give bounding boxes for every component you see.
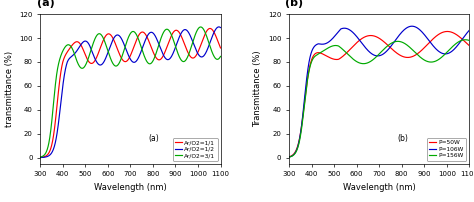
Line: Ar/O2=1/2: Ar/O2=1/2: [40, 27, 220, 158]
Ar/O2=3/1: [212, 57, 218, 59]
P=156W: [295, 145, 301, 147]
Ar/O2=1/1: [125, 59, 131, 61]
Ar/O2=1/1: [46, 150, 52, 153]
Line: P=156W: P=156W: [289, 40, 469, 157]
Text: (a): (a): [148, 134, 159, 143]
P=50W: [295, 143, 301, 145]
Ar/O2=3/1: [218, 55, 223, 58]
Text: (a): (a): [36, 0, 55, 8]
Ar/O2=1/2: [46, 154, 52, 157]
P=156W: [374, 55, 380, 58]
Ar/O2=1/2: [216, 26, 222, 28]
Ar/O2=1/1: [37, 156, 43, 159]
Ar/O2=1/2: [179, 30, 185, 33]
P=50W: [461, 40, 467, 42]
P=156W: [461, 39, 467, 41]
P=50W: [374, 36, 380, 38]
P=106W: [461, 36, 467, 38]
P=156W: [428, 61, 434, 63]
Text: (b): (b): [285, 0, 303, 8]
Legend: P=50W, P=106W, P=156W: P=50W, P=106W, P=156W: [427, 138, 466, 161]
Ar/O2=1/1: [212, 34, 218, 36]
Ar/O2=3/1: [212, 57, 218, 60]
P=106W: [374, 55, 380, 57]
P=156W: [466, 39, 472, 42]
Legend: Ar/O2=1/1, Ar/O2=1/2, Ar/O2=3/1: Ar/O2=1/1, Ar/O2=1/2, Ar/O2=3/1: [173, 138, 218, 161]
P=106W: [428, 42, 434, 44]
Ar/O2=1/2: [212, 29, 218, 31]
Line: Ar/O2=3/1: Ar/O2=3/1: [40, 27, 220, 157]
Line: P=106W: P=106W: [289, 26, 469, 157]
Ar/O2=1/2: [37, 156, 43, 159]
P=106W: [461, 36, 467, 38]
Ar/O2=1/1: [120, 59, 126, 62]
P=50W: [445, 30, 450, 33]
P=50W: [466, 44, 472, 47]
P=50W: [369, 34, 375, 37]
Ar/O2=1/2: [212, 29, 218, 31]
P=106W: [409, 25, 415, 27]
Ar/O2=1/1: [212, 34, 218, 36]
P=106W: [369, 53, 375, 55]
Ar/O2=3/1: [37, 156, 43, 158]
Ar/O2=1/2: [125, 53, 131, 55]
Ar/O2=1/2: [120, 41, 126, 43]
Line: P=50W: P=50W: [289, 32, 469, 157]
P=106W: [286, 156, 292, 158]
Ar/O2=3/1: [120, 52, 126, 54]
X-axis label: Wavelength (nm): Wavelength (nm): [343, 183, 416, 192]
Ar/O2=1/1: [207, 27, 213, 30]
Ar/O2=3/1: [179, 60, 185, 62]
Ar/O2=3/1: [46, 138, 52, 141]
P=50W: [286, 156, 292, 158]
P=156W: [461, 39, 467, 41]
Ar/O2=1/1: [179, 37, 185, 39]
P=106W: [295, 144, 301, 146]
Y-axis label: transmittance (%): transmittance (%): [5, 51, 14, 127]
P=156W: [369, 59, 375, 62]
Line: Ar/O2=1/1: Ar/O2=1/1: [40, 28, 220, 157]
P=50W: [461, 40, 467, 42]
Text: (b): (b): [397, 134, 408, 143]
P=106W: [466, 29, 472, 32]
Ar/O2=1/2: [218, 26, 223, 29]
Ar/O2=3/1: [198, 26, 203, 28]
P=50W: [428, 40, 434, 42]
Ar/O2=1/1: [218, 47, 223, 49]
Y-axis label: Transmittance (%): Transmittance (%): [253, 50, 262, 127]
Ar/O2=3/1: [125, 37, 131, 40]
X-axis label: Wavelength (nm): Wavelength (nm): [94, 183, 167, 192]
P=156W: [286, 156, 292, 158]
P=156W: [463, 39, 468, 41]
